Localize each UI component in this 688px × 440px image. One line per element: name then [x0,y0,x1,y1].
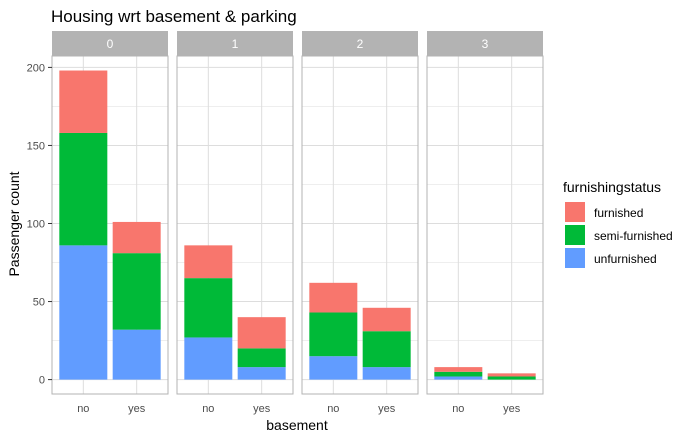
legend-swatch [565,248,585,268]
x-tick-label: yes [253,403,271,415]
chart-title: Housing wrt basement & parking [51,7,297,26]
y-tick-label: 0 [39,375,45,387]
bar-segment-furnished [487,373,536,377]
x-tick-label: no [77,403,89,415]
bar-segment-unfurnished [112,329,161,380]
bar-segment-furnished [184,245,233,279]
legend-item-furnished: furnished [565,202,643,222]
x-tick-label: yes [503,403,521,415]
bar-segment-furnished [434,367,483,372]
bar-segment-semi-furnished [487,376,536,380]
facet-strip [52,31,168,56]
legend-item-unfurnished: unfurnished [565,248,657,268]
bar-segment-unfurnished [237,367,286,380]
facet-strip-label: 3 [482,37,489,51]
x-tick-label: yes [378,403,396,415]
panel-border [301,55,419,395]
y-tick-label: 100 [27,219,45,231]
bar-segment-semi-furnished [112,253,161,330]
legend-label: furnished [594,206,643,220]
facet-panel-1: 1 no yes [176,31,294,415]
legend: furnishingstatus furnished semi-furnished… [563,179,673,268]
legend-label: unfurnished [594,252,657,266]
bar-segment-furnished [362,307,411,332]
y-tick-label: 150 [27,140,45,152]
panel-border [51,55,169,395]
bar-segment-unfurnished [362,367,411,380]
bar-segment-semi-furnished [362,331,411,368]
bar-segment-semi-furnished [434,371,483,377]
x-tick-label: no [327,403,339,415]
x-tick-label: no [202,403,214,415]
facet-panel-0: 0 no yes [51,31,169,415]
legend-title: furnishingstatus [563,179,661,195]
legend-label: semi-furnished [594,229,673,243]
bar-segment-furnished [112,221,161,254]
facet-panel-3: 3 no yes [426,31,544,415]
legend-swatch [565,202,585,222]
facet-panels: 0 no yes 1 no yes 2 no yes 3 no yes [51,31,544,415]
bar-segment-unfurnished [309,356,358,380]
facet-strip [177,31,293,56]
facet-panel-2: 2 no yes [301,31,419,415]
y-tick-label: 50 [33,297,45,309]
bar-segment-unfurnished [184,337,233,380]
panel-border [426,55,544,395]
bar-segment-furnished [237,317,286,349]
facet-strip-label: 2 [357,37,364,51]
x-axis-title: basement [266,417,328,433]
facet-strip-label: 0 [107,37,114,51]
x-tick-label: no [452,403,464,415]
bar-segment-semi-furnished [309,312,358,357]
grid-lines [427,56,543,394]
bar-segment-furnished [309,282,358,313]
y-axis: 0 50 100 150 200 [27,62,52,387]
facet-strip-label: 1 [232,37,239,51]
x-tick-label: yes [128,403,146,415]
facet-strip [302,31,418,56]
bar-segment-unfurnished [59,245,108,380]
bar-segment-semi-furnished [237,348,286,368]
bar-segment-semi-furnished [59,132,108,246]
bar-segment-unfurnished [434,376,483,380]
facet-strip [427,31,543,56]
y-axis-title: Passenger count [6,171,22,276]
legend-item-semi-furnished: semi-furnished [565,225,673,245]
bar-segment-furnished [59,70,108,133]
legend-swatch [565,225,585,245]
panel-border [176,55,294,395]
y-tick-label: 200 [27,62,45,74]
bar-segment-semi-furnished [184,278,233,338]
